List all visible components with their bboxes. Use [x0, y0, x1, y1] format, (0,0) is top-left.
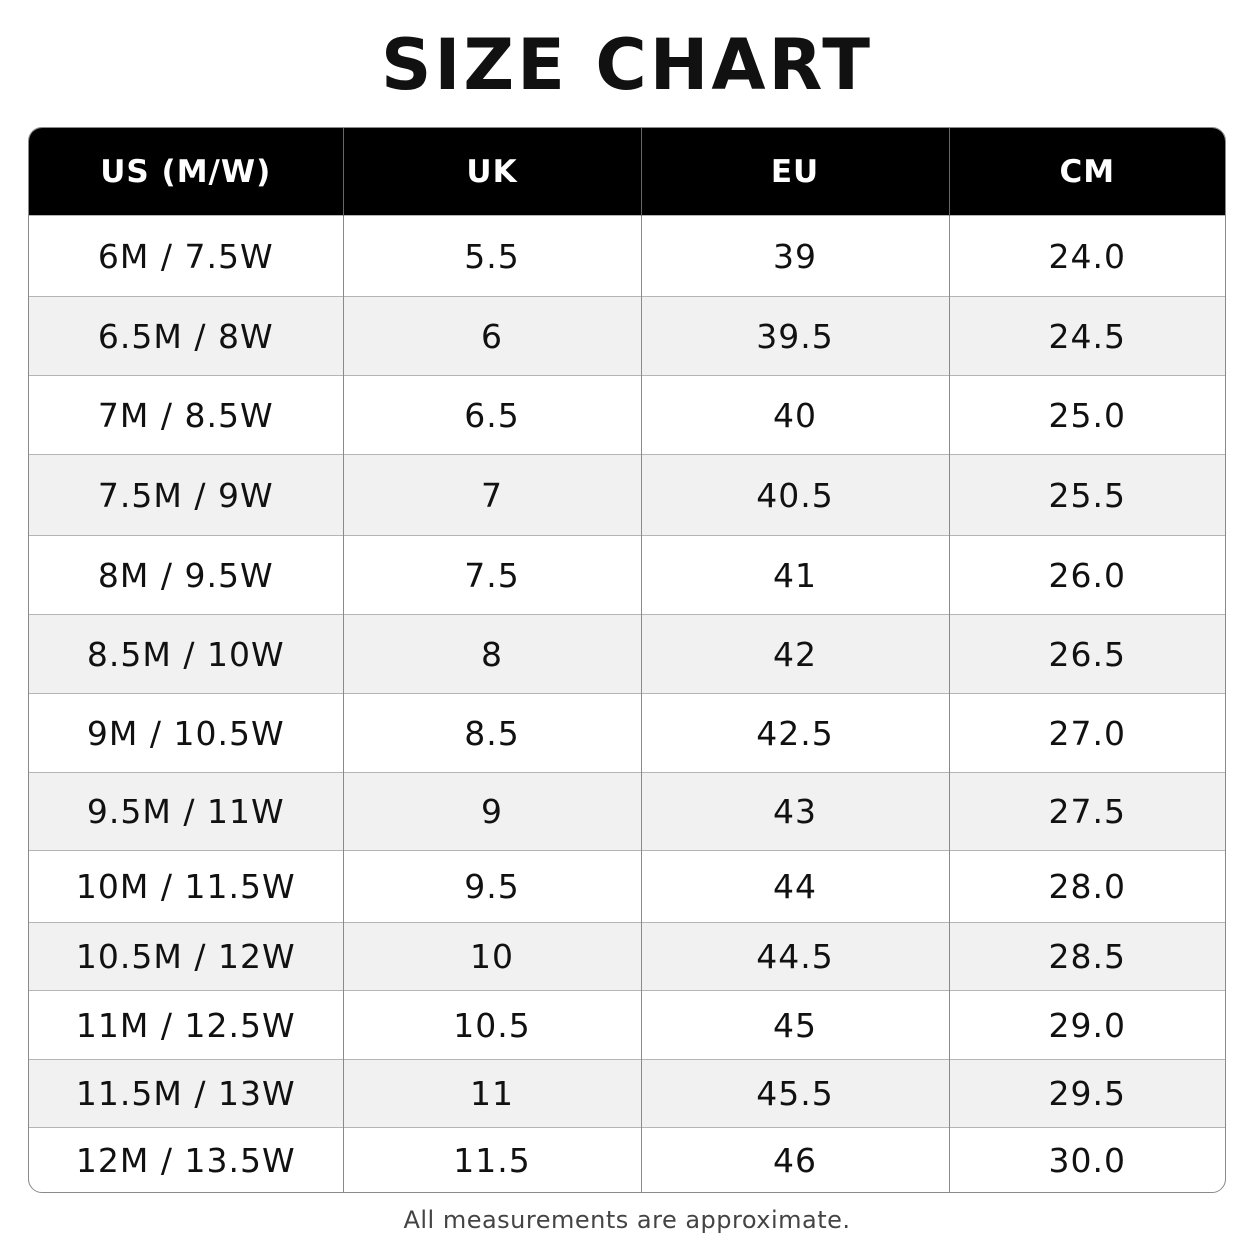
cell: 7: [342, 454, 641, 536]
cell: 45: [640, 990, 949, 1060]
cell: 39: [640, 215, 949, 297]
cell: 29.0: [948, 990, 1225, 1060]
cell: 8.5: [342, 693, 641, 773]
cell: 40: [640, 375, 949, 455]
size-row: 12M / 13.5W 11.5 46 30.0: [29, 1127, 1225, 1192]
size-row: 10M / 11.5W 9.5 44 28.0: [29, 850, 1225, 923]
cell: 11M / 12.5W: [29, 990, 343, 1060]
cell: 24.0: [948, 215, 1225, 297]
cell: 11: [342, 1059, 641, 1128]
table-frame: US (M/W) UK EU CM 6M / 7.5W 5.5 39 24.0 6.5M…: [28, 127, 1226, 1193]
cell: 9.5: [342, 850, 641, 923]
cell: 9: [342, 772, 641, 851]
column-header: UK: [342, 128, 641, 216]
cell: 42.5: [640, 693, 949, 773]
cell: 10.5: [342, 990, 641, 1060]
size-table: US (M/W) UK EU CM 6M / 7.5W 5.5 39 24.0 6.5M…: [29, 128, 1225, 1192]
cell: 25.0: [948, 375, 1225, 455]
cell: 41: [640, 535, 949, 615]
cell: 8.5M / 10W: [29, 614, 343, 694]
cell: 6.5M / 8W: [29, 296, 343, 376]
cell: 10: [342, 922, 641, 991]
size-row: 11M / 12.5W 10.5 45 29.0: [29, 990, 1225, 1060]
column-header: CM: [948, 128, 1225, 216]
cell: 10M / 11.5W: [29, 850, 343, 923]
cell: 6: [342, 296, 641, 376]
cell: 29.5: [948, 1059, 1225, 1128]
size-row: 6M / 7.5W 5.5 39 24.0: [29, 215, 1225, 297]
cell: 8: [342, 614, 641, 694]
cell: 9M / 10.5W: [29, 693, 343, 773]
size-row: 6.5M / 8W 6 39.5 24.5: [29, 296, 1225, 376]
cell: 12M / 13.5W: [29, 1127, 343, 1192]
cell: 24.5: [948, 296, 1225, 376]
cell: 8M / 9.5W: [29, 535, 343, 615]
cell: 26.5: [948, 614, 1225, 694]
cell: 28.0: [948, 850, 1225, 923]
cell: 7M / 8.5W: [29, 375, 343, 455]
column-header: US (M/W): [29, 128, 343, 216]
size-row: 8M / 9.5W 7.5 41 26.0: [29, 535, 1225, 615]
cell: 11.5M / 13W: [29, 1059, 343, 1128]
size-row: 9.5M / 11W 9 43 27.5: [29, 772, 1225, 851]
header-row: US (M/W) UK EU CM: [29, 128, 1225, 216]
cell: 10.5M / 12W: [29, 922, 343, 991]
size-row: 11.5M / 13W 11 45.5 29.5: [29, 1059, 1225, 1128]
cell: 44: [640, 850, 949, 923]
cell: 39.5: [640, 296, 949, 376]
cell: 7.5: [342, 535, 641, 615]
cell: 40.5: [640, 454, 949, 536]
size-row: 10.5M / 12W 10 44.5 28.5: [29, 922, 1225, 991]
cell: 25.5: [948, 454, 1225, 536]
size-row: 8.5M / 10W 8 42 26.5: [29, 614, 1225, 694]
cell: 7.5M / 9W: [29, 454, 343, 536]
size-row: 7.5M / 9W 7 40.5 25.5: [29, 454, 1225, 536]
cell: 11.5: [342, 1127, 641, 1192]
cell: 46: [640, 1127, 949, 1192]
size-row: 7M / 8.5W 6.5 40 25.0: [29, 375, 1225, 455]
cell: 27.0: [948, 693, 1225, 773]
title: SIZE CHART: [380, 24, 874, 106]
size-row: 9M / 10.5W 8.5 42.5 27.0: [29, 693, 1225, 773]
cell: 27.5: [948, 772, 1225, 851]
cell: 28.5: [948, 922, 1225, 991]
cell: 9.5M / 11W: [29, 772, 343, 851]
cell: 5.5: [342, 215, 641, 297]
cell: 26.0: [948, 535, 1225, 615]
column-header: EU: [640, 128, 949, 216]
cell: 42: [640, 614, 949, 694]
cell: 6.5: [342, 375, 641, 455]
cell: 44.5: [640, 922, 949, 991]
footnote: All measurements are approximate.: [403, 1206, 851, 1234]
cell: 45.5: [640, 1059, 949, 1128]
cell: 43: [640, 772, 949, 851]
cell: 30.0: [948, 1127, 1225, 1192]
cell: 6M / 7.5W: [29, 215, 343, 297]
